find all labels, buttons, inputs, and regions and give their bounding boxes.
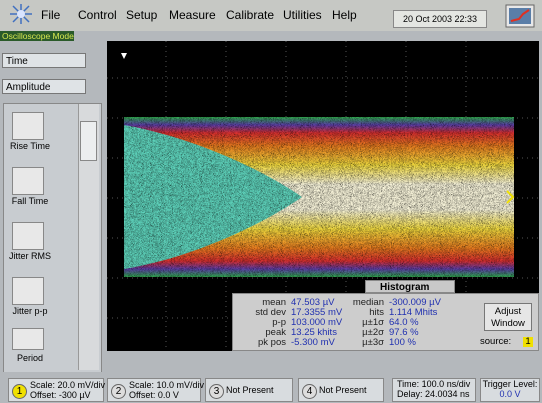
stat-value: -5.300 mV (291, 338, 335, 348)
amplitude-dropdown[interactable]: Amplitude (2, 79, 86, 94)
stat-label: µ±3σ (350, 338, 384, 348)
channel-number: 1 (12, 384, 27, 399)
trigger-value: 0.0 V (481, 389, 539, 399)
time-scale: Time: 100.0 ns/div (397, 379, 475, 389)
period-icon[interactable] (12, 328, 44, 350)
delay: Delay: 24.0034 ns (397, 389, 475, 399)
tool-label[interactable]: Jitter RMS (6, 251, 54, 261)
tool-label[interactable]: Rise Time (6, 141, 54, 151)
channel-number: 2 (111, 384, 126, 399)
histogram-tab[interactable]: Histogram (365, 280, 455, 293)
menu-calibrate[interactable]: Calibrate (226, 8, 274, 22)
tool-label[interactable]: Fall Time (6, 196, 54, 206)
source-value[interactable]: 1 (523, 337, 533, 347)
channel-scale: Scale: 20.0 mV/div (30, 380, 105, 390)
channel-scale: Scale: 10.0 mV/div (129, 380, 204, 390)
stat-value: 100 % (389, 338, 416, 348)
app-logo (8, 2, 34, 26)
jitter-pp-icon[interactable] (12, 277, 44, 305)
screen: File Control Setup Measure Calibrate Uti… (0, 0, 542, 403)
source-label: source: (480, 337, 511, 347)
channel-number: 3 (209, 384, 224, 399)
datetime: 20 Oct 2003 22:33 (393, 10, 487, 28)
menu-utilities[interactable]: Utilities (283, 8, 322, 22)
time-dropdown[interactable]: Time (2, 53, 86, 68)
trigger[interactable]: Trigger Level:0.0 V (480, 378, 540, 402)
channel-status: Not Present (319, 385, 367, 395)
menu-measure[interactable]: Measure (169, 8, 216, 22)
menu-setup[interactable]: Setup (126, 8, 157, 22)
scope-icon[interactable] (505, 4, 535, 28)
menu-file[interactable]: File (41, 8, 60, 22)
tool-label[interactable]: Jitter p-p (6, 306, 54, 316)
channel-offset: Offset: -300 µV (30, 390, 91, 400)
channel-number: 4 (302, 384, 317, 399)
fall-time-icon[interactable] (12, 167, 44, 195)
scroll-thumb[interactable] (80, 121, 97, 161)
menu-control[interactable]: Control (78, 8, 117, 22)
channel-status: Not Present (226, 385, 274, 395)
stat-label: pk pos (240, 338, 286, 348)
adjust-window-button[interactable]: Adjust Window (484, 303, 532, 331)
channel-offset: Offset: 0.0 V (129, 390, 179, 400)
rise-time-icon[interactable] (12, 112, 44, 140)
menu-help[interactable]: Help (332, 8, 357, 22)
jitter-rms-icon[interactable] (12, 222, 44, 250)
trigger-label: Trigger Level: (481, 379, 539, 389)
mode-label: Oscilloscope Mode (0, 31, 74, 41)
tool-label[interactable]: Period (6, 353, 54, 363)
